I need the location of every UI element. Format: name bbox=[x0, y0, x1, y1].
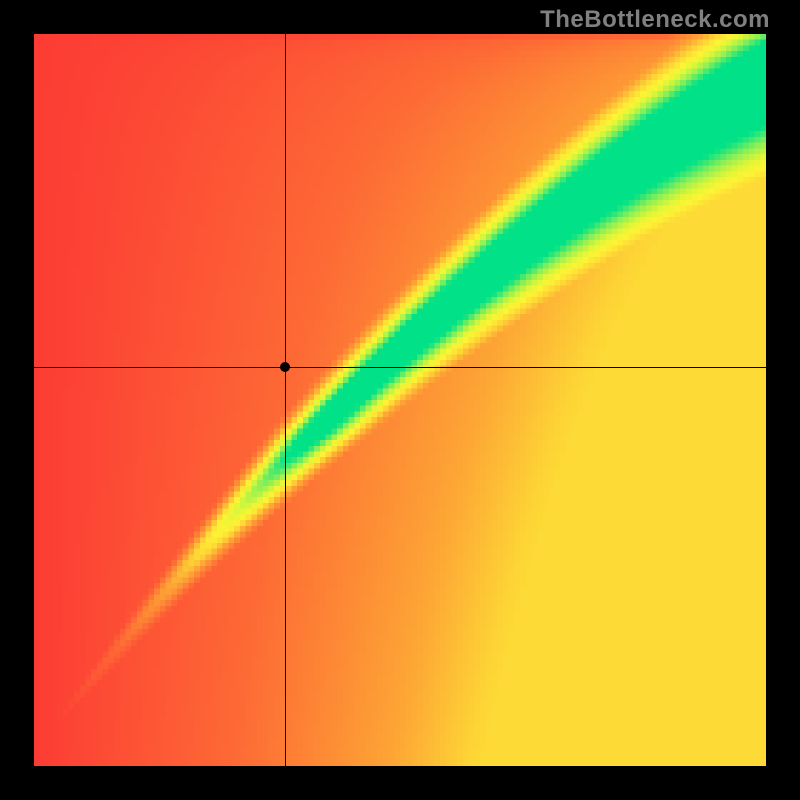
watermark-text: TheBottleneck.com bbox=[540, 6, 770, 34]
heatmap-plot bbox=[34, 34, 766, 766]
crosshair-horizontal bbox=[34, 367, 766, 368]
crosshair-vertical bbox=[285, 34, 286, 766]
data-point bbox=[280, 362, 290, 372]
chart-container: TheBottleneck.com bbox=[0, 0, 800, 800]
heatmap-canvas bbox=[34, 34, 766, 766]
